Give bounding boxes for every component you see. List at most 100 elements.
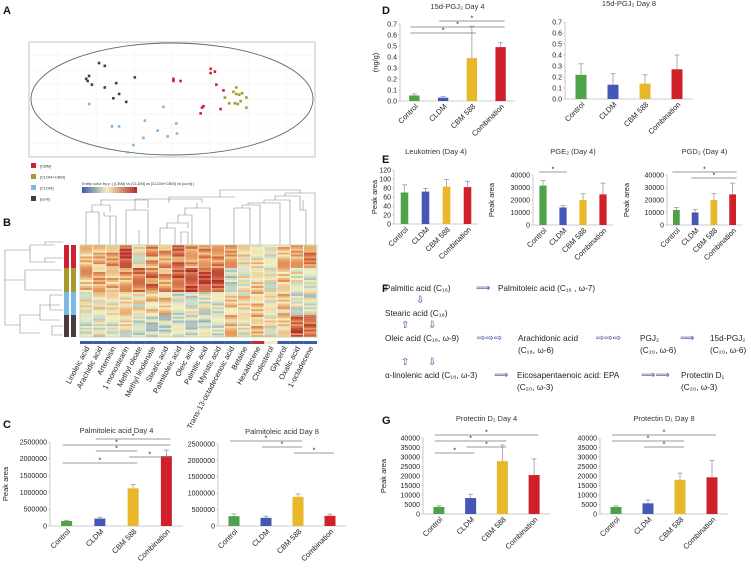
heatmap-cell	[290, 288, 304, 291]
heatmap-cell	[238, 266, 251, 269]
significance-star: *	[148, 452, 151, 459]
panel-label-a: A	[3, 5, 11, 17]
heatmap-cell	[303, 307, 317, 310]
heatmap-cell	[224, 248, 238, 251]
heatmap-cell	[303, 316, 317, 319]
heatmap-cell	[303, 245, 317, 248]
significance-star: *	[663, 430, 666, 437]
heatmap-cell	[251, 274, 264, 277]
heatmap-cell	[303, 248, 317, 251]
heatmap-cell	[290, 258, 304, 261]
bar-cbm-588	[127, 488, 139, 526]
heatmap-cell	[185, 245, 198, 248]
heatmap-cell	[251, 322, 264, 325]
heatmap-cell	[198, 299, 211, 302]
heatmap-cell	[303, 292, 317, 295]
heatmap-cell	[172, 256, 185, 259]
bar-cbm-588	[639, 83, 651, 99]
pca-point	[199, 112, 202, 115]
heatmap-cell	[185, 276, 198, 279]
heatmap-cell	[277, 288, 290, 291]
heatmap-cell	[264, 327, 277, 330]
y-tick-label: 500000	[192, 507, 215, 514]
heatmap-cell	[93, 305, 106, 308]
heatmap-cell	[198, 316, 211, 319]
heatmap-cell	[303, 331, 317, 334]
heatmap-cell	[145, 290, 159, 293]
pathway-diagram: Palmitic acid (C₁₆) ⟹ Palmitoleic acid (…	[385, 283, 746, 392]
heatmap-cell	[224, 264, 238, 267]
y-tick-label: 20000	[578, 473, 598, 480]
heatmap-cell	[132, 272, 146, 275]
pca-point	[209, 71, 212, 75]
heatmap-cell	[145, 309, 159, 312]
right-arrow-icon: ⟹	[494, 370, 508, 381]
heatmap-cell	[119, 309, 132, 312]
y-tick-label: 1000000	[188, 491, 215, 498]
pca-point	[175, 132, 179, 135]
heatmap-cell	[172, 252, 185, 255]
heatmap-cell	[80, 315, 93, 318]
category-label: CBM 588	[275, 527, 303, 555]
heatmap-cell	[277, 333, 290, 336]
heatmap-cell	[277, 329, 290, 332]
heatmap-cell	[93, 264, 106, 267]
y-axis-label: Peak area	[1, 466, 10, 501]
y-tick-label: 1500000	[188, 474, 215, 481]
heatmap-cell	[198, 268, 211, 271]
legend-label: [cont]	[40, 197, 50, 202]
heatmap-cell	[106, 333, 119, 336]
heatmap-cell	[80, 252, 93, 255]
column-cluster-bar	[145, 341, 159, 344]
heatmap-cell	[224, 266, 238, 269]
heatmap-cell	[106, 335, 119, 338]
heatmap-cell	[264, 268, 277, 271]
heatmap-cell	[238, 280, 251, 283]
heatmap-cell	[198, 331, 211, 334]
column-cluster-bar	[119, 341, 133, 344]
right-arrows-icon: ⇨⇨⇨	[477, 333, 502, 344]
heatmap-cell	[159, 313, 172, 316]
heatmap-cell	[119, 252, 132, 255]
bar-control	[539, 185, 547, 225]
heatmap-cell	[251, 284, 264, 287]
heatmap-cell	[80, 303, 93, 306]
heatmap-cell	[290, 252, 304, 255]
heatmap-cell	[251, 278, 264, 281]
legend-swatch	[31, 174, 36, 179]
heatmap-cell	[185, 324, 198, 327]
heatmap-cell	[80, 313, 93, 316]
y-tick-label: 0	[43, 523, 47, 530]
heatmap-cell	[238, 258, 251, 261]
heatmap-cell	[106, 297, 119, 300]
heatmap-cell	[303, 272, 317, 275]
significance-star: *	[99, 458, 102, 465]
heatmap-cell	[145, 307, 159, 310]
heatmap-cell	[159, 262, 172, 265]
heatmap-cell	[185, 268, 198, 271]
y-tick-label: 500000	[24, 507, 47, 514]
heatmap-cell	[198, 295, 211, 298]
bar-chart-e2: PGE₂ (Day 4) Peak area 0 10000 20000 30000 400…	[487, 147, 613, 262]
pca-point	[213, 70, 217, 73]
heatmap-cell	[172, 315, 185, 318]
heatmap-cell	[224, 252, 238, 255]
heatmap-cell	[172, 311, 185, 314]
chart-title: 15d-PGJ₂ Day 8	[602, 0, 656, 8]
heatmap-cell	[251, 254, 264, 257]
bar-cbm-588	[292, 496, 304, 526]
bar-combination	[729, 194, 736, 225]
heatmap-cell	[264, 333, 277, 336]
heatmap-cell	[198, 292, 211, 295]
right-arrows-icon: ⇨⇨⇨	[596, 333, 621, 344]
node-arachidonic-acid-detail: (C₁₈, ω-6)	[518, 346, 554, 355]
heatmap-cell	[238, 305, 251, 308]
bar-chart-c1: Palmitoleic acid Day 4 Peak area 0 500000 10…	[1, 426, 183, 563]
heatmap-cell	[277, 246, 290, 250]
y-tick-label: 30000	[578, 454, 598, 461]
heatmap-cell	[277, 248, 290, 251]
heatmap-cell	[290, 305, 304, 308]
heatmap-cell	[159, 318, 172, 321]
pca-point	[245, 106, 248, 109]
heatmap-cell	[290, 276, 304, 279]
